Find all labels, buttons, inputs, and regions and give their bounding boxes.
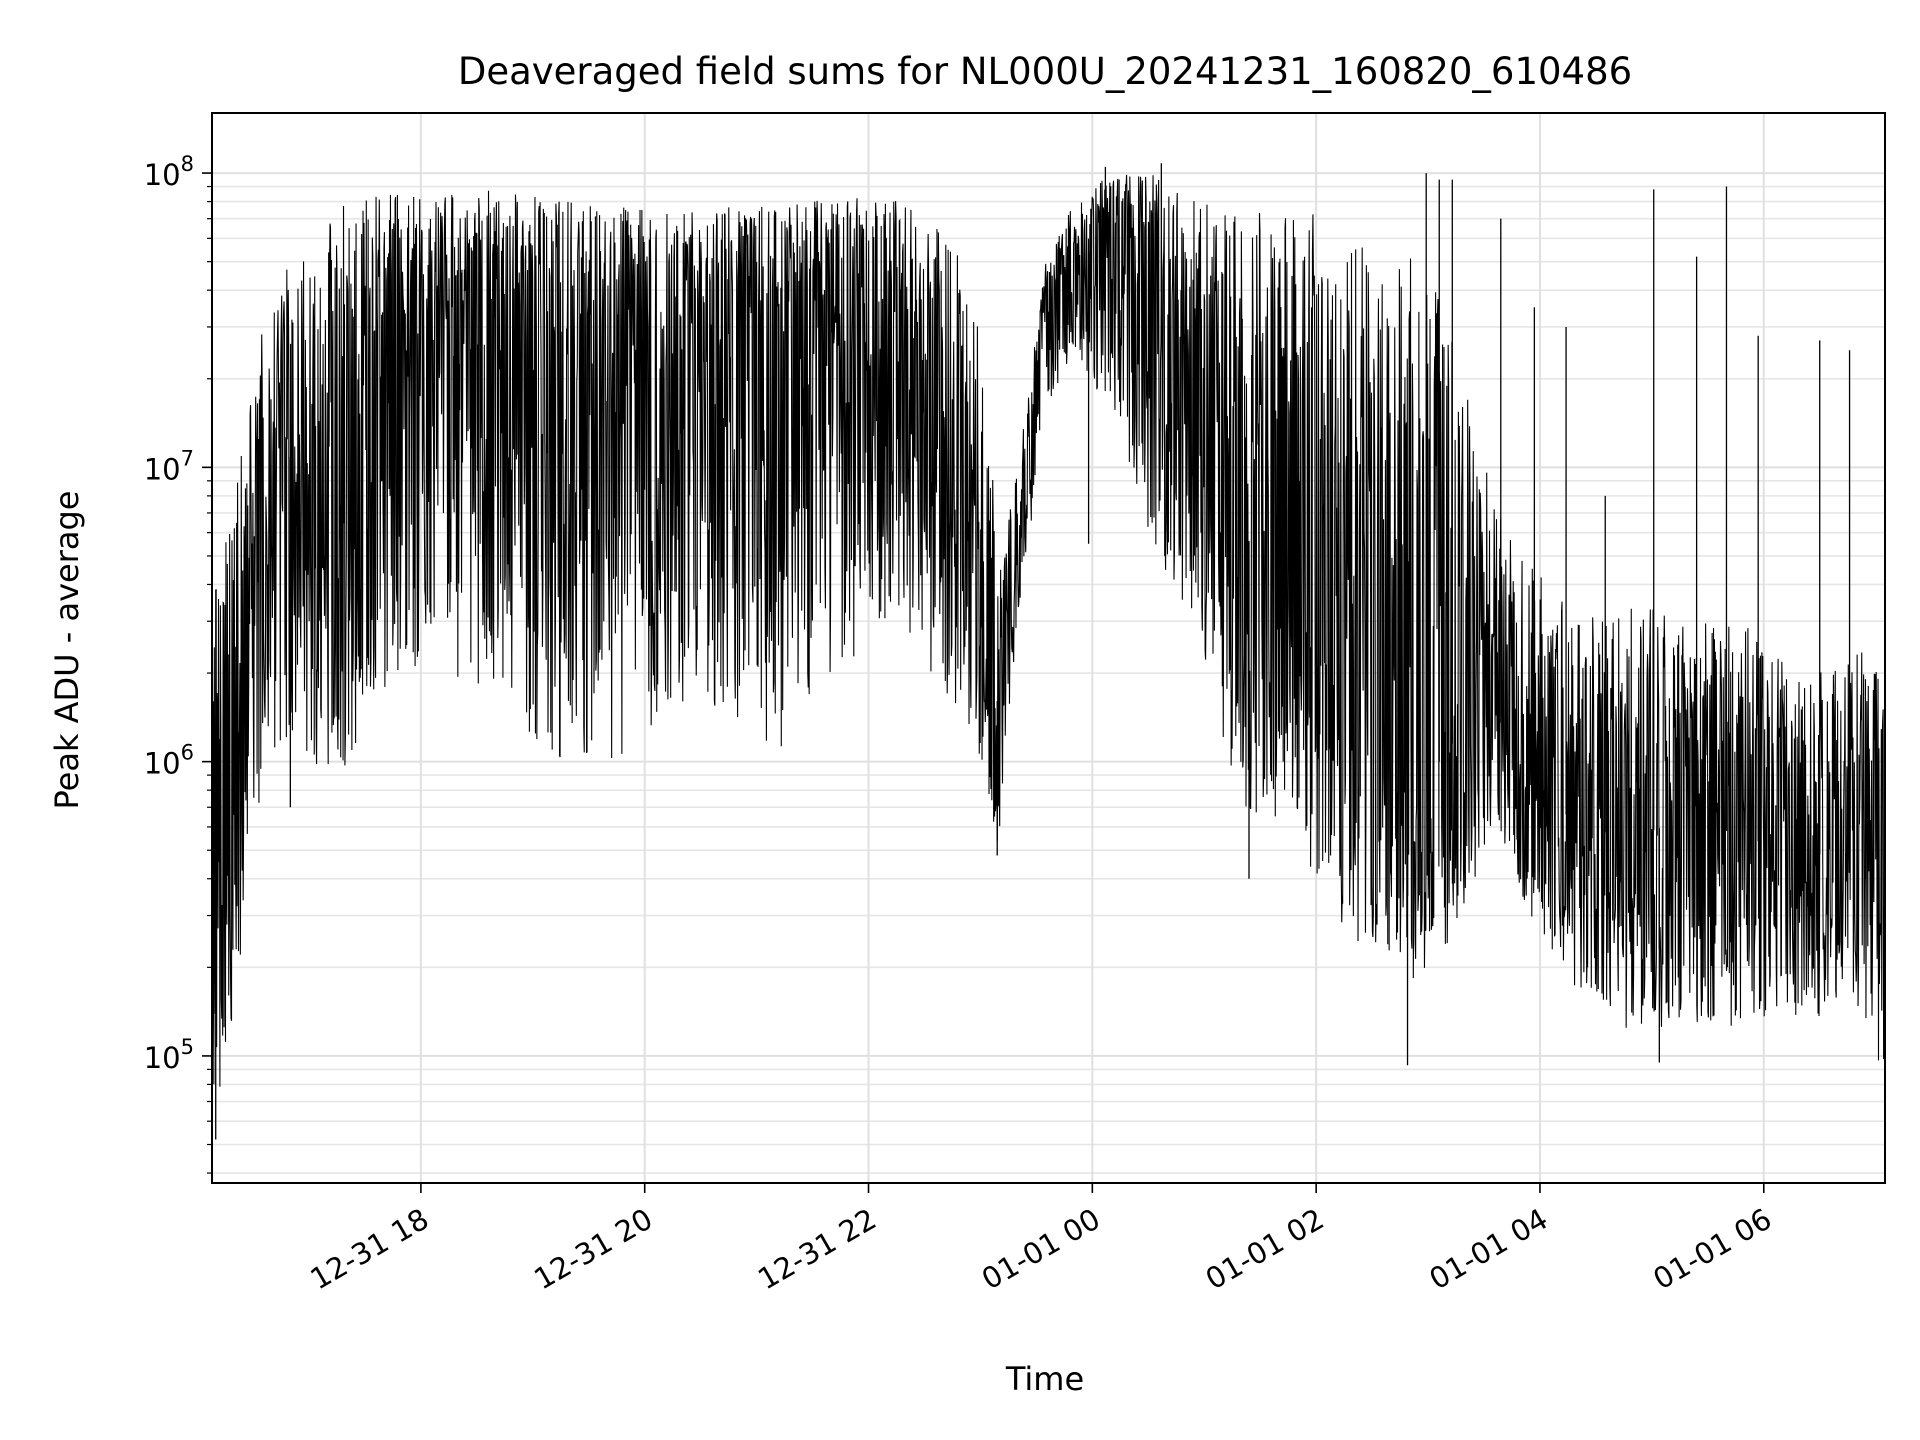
y-axis-label: Peak ADU - average: [48, 491, 86, 810]
y-tick-label: 105: [144, 1035, 194, 1075]
y-tick-label: 107: [144, 446, 194, 486]
plot-frame: [211, 112, 1886, 1184]
chart-title: Deaveraged field sums for NL000U_2024123…: [458, 50, 1632, 93]
series-layer: [211, 163, 1886, 1140]
x-axis-label: Time: [1005, 1360, 1084, 1398]
y-tick-label: 108: [144, 152, 194, 192]
series-line: [211, 174, 1886, 1087]
y-tick-label: 106: [144, 741, 194, 781]
